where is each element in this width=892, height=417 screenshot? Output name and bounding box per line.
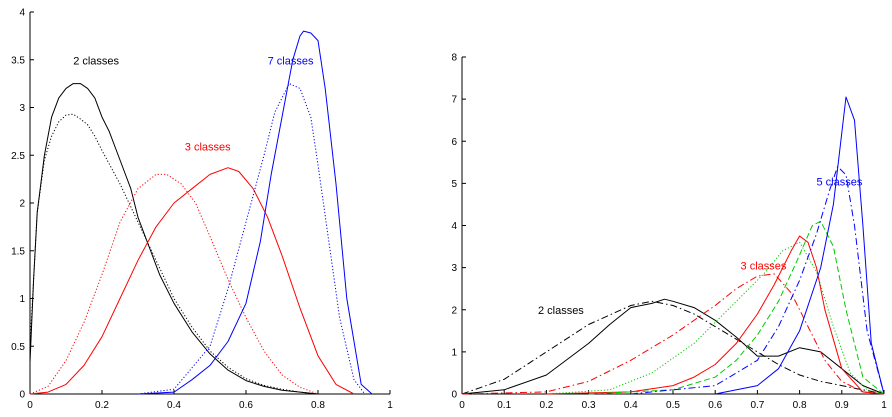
- series-line-6: [630, 166, 885, 395]
- x-tick-label: 0.5: [666, 400, 680, 411]
- y-tick-label: 0: [19, 390, 25, 401]
- series-line-4: [546, 235, 885, 395]
- y-tick-label: 0: [451, 390, 457, 401]
- y-tick-label: 6: [451, 137, 457, 148]
- x-tick-label: 0.6: [239, 400, 253, 411]
- y-tick-label: 5: [451, 179, 457, 190]
- x-tick-label: 0.8: [311, 400, 325, 411]
- y-tick-label: 3.5: [11, 55, 25, 66]
- y-tick-label: 2.5: [11, 151, 25, 162]
- series-line-0: [29, 83, 319, 395]
- x-tick-label: 0.2: [95, 400, 109, 411]
- x-tick-label: 0.7: [750, 400, 764, 411]
- x-tick-label: 0: [459, 400, 465, 411]
- series-line-1: [29, 113, 319, 395]
- y-tick-label: 1: [19, 294, 25, 305]
- series-line-2: [29, 167, 355, 395]
- x-tick-label: 0: [27, 400, 33, 411]
- x-tick-label: 0.2: [539, 400, 553, 411]
- annotation-label: 7 classes: [268, 56, 314, 68]
- y-tick-label: 1: [451, 347, 457, 358]
- y-tick-label: 2: [19, 199, 25, 210]
- x-tick-label: 0.4: [624, 400, 638, 411]
- x-tick-label: 0.1: [497, 400, 511, 411]
- y-tick-label: 7: [451, 95, 457, 106]
- annotation-label: 3 classes: [741, 261, 787, 273]
- x-tick-label: 0.4: [167, 400, 181, 411]
- x-tick-label: 0.6: [708, 400, 722, 411]
- y-tick-label: 4: [451, 221, 457, 232]
- annotation-label: 2 classes: [538, 305, 584, 317]
- y-tick-label: 2: [451, 305, 457, 316]
- x-tick-label: 1: [881, 400, 887, 411]
- y-tick-label: 1.5: [11, 246, 25, 257]
- chart-right: 0 0.1 0.2 0.3 0.4 0.5 0.6 0.7 0.8 0.9 1 0 1 2 3 4 5 6 7 8 2 …: [451, 53, 887, 412]
- annotation-label: 5 classes: [816, 176, 862, 188]
- chart-left: 0 0.2 0.4 0.6 0.8 1 0 0.5 1 1.5 2 2.5 3 3.5 4 2 classes…: [11, 8, 393, 412]
- y-tick-label: 3: [19, 103, 25, 114]
- y-tick-label: 0.5: [11, 342, 25, 353]
- series-line-1: [461, 300, 885, 395]
- series-line-7: [715, 96, 885, 395]
- x-tick-label: 0.8: [793, 400, 807, 411]
- series-line-4: [137, 30, 373, 395]
- x-tick-label: 1: [387, 400, 393, 411]
- annotation-label: 2 classes: [73, 56, 119, 68]
- annotation-label: 3 classes: [185, 141, 231, 153]
- x-tick-label: 0.3: [582, 400, 596, 411]
- series-line-5: [137, 83, 366, 395]
- series-line-3: [29, 173, 319, 395]
- y-tick-label: 3: [451, 263, 457, 274]
- y-tick-label: 8: [451, 53, 457, 64]
- series-line-5: [588, 220, 885, 395]
- y-tick-label: 4: [19, 8, 25, 19]
- x-tick-label: 0.9: [835, 400, 849, 411]
